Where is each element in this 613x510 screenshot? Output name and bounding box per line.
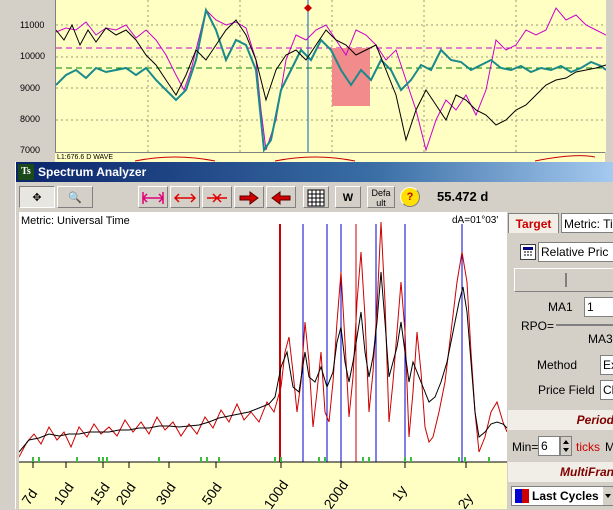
pattern-button[interactable] — [303, 186, 329, 208]
multiframe-header-label: MultiFran — [560, 465, 613, 479]
method-select[interactable]: Ex — [600, 355, 613, 375]
compress-button[interactable] — [202, 186, 232, 208]
min-value: 6 — [541, 439, 548, 453]
tab-target[interactable]: Target — [508, 213, 559, 233]
x-axis-band — [19, 462, 507, 509]
tab-metric-label: Metric: Ti — [564, 217, 613, 231]
y-axis-label: 8000 — [20, 114, 41, 124]
help-button[interactable]: ? — [400, 187, 420, 207]
segment-divider — [565, 273, 567, 287]
ticks-suffix: M — [605, 440, 613, 454]
arrow-right-icon — [239, 191, 259, 205]
window-titlebar[interactable]: Ts Spectrum Analyzer — [16, 162, 613, 182]
price-field-select[interactable]: Cl — [600, 380, 613, 400]
chart-grid — [56, 0, 606, 152]
app-logo-icon: Ts — [18, 164, 34, 180]
ma1-value: 1 — [587, 300, 594, 314]
green-tick-marks — [32, 457, 490, 462]
rpo-slider[interactable] — [556, 324, 613, 326]
series-black — [55, 19, 607, 142]
default-label: Defa ult — [371, 188, 391, 208]
ticks-label: ticks — [576, 440, 600, 454]
price-field-label: Price Field — [538, 383, 595, 397]
relative-price-value: Relative Pric — [541, 245, 609, 259]
scroll-left-button[interactable] — [266, 186, 296, 208]
method-value: Ex — [603, 358, 613, 372]
crosshair-icon: ✥ — [32, 192, 42, 204]
indicator-wave — [134, 155, 595, 162]
spinner-arrows-icon — [563, 440, 569, 452]
price-chart-svg — [55, 0, 607, 153]
spectrum-analyzer-window: Ts Spectrum Analyzer ✥ 🔍 W Defa ult ? 55… — [15, 162, 613, 509]
arrows-inward-icon — [207, 193, 227, 203]
method-label: Method — [537, 358, 578, 372]
indicator-strip: L1:676.6 D WAVE — [55, 152, 605, 163]
segment-toggle[interactable] — [514, 268, 613, 292]
toolbar: ✥ 🔍 W Defa ult ? 55.472 d — [16, 182, 613, 212]
metric-label: Metric: Universal Time — [21, 215, 130, 227]
price-chart-plot[interactable] — [55, 0, 607, 153]
price-chart-panel: 11000 10000 9000 8000 7000 L1:676.6 D WA… — [0, 0, 613, 163]
multiframe-header: MultiFran — [508, 462, 613, 482]
tab-metric[interactable]: Metric: Ti — [561, 213, 613, 233]
grid-pattern-icon — [307, 189, 325, 207]
expand-range-button[interactable] — [138, 186, 168, 208]
relative-price-select[interactable]: Relative Pric — [538, 242, 613, 262]
y-axis-label: 9000 — [20, 83, 41, 93]
x-axis-ticks — [32, 462, 467, 468]
indicator-label: L1:676.6 D WAVE — [57, 154, 114, 161]
y-axis-label: 7000 — [20, 145, 41, 155]
magnifier-icon: 🔍 — [68, 192, 82, 204]
arrow-bar-expand-icon — [141, 192, 165, 204]
select-tool-button[interactable]: ✥ — [19, 186, 55, 208]
spectrum-curve-black — [19, 271, 507, 453]
series-teal — [55, 6, 607, 153]
spectrum-plot[interactable]: 7d 10d 15d 20d 30d 50d 100d 200d 1y 2y M… — [19, 212, 507, 509]
angle-readout: dA=01°03' — [452, 215, 499, 226]
period-header: Period — [508, 410, 613, 430]
y-axis-label: 11000 — [20, 20, 45, 30]
double-arrow-icon — [173, 193, 197, 203]
arrow-left-icon — [271, 191, 291, 205]
zoom-button[interactable]: 🔍 — [57, 186, 93, 208]
rpo-label: RPO= — [521, 319, 555, 333]
x-tick-label: 7d — [19, 486, 40, 508]
series-magenta — [55, 7, 607, 152]
ma3-label: MA3 — [588, 332, 613, 346]
min-spinner[interactable] — [560, 436, 572, 456]
spectrum-svg: 7d 10d 15d 20d 30d 50d 100d 200d 1y 2y — [19, 221, 507, 509]
ma1-label: MA1 — [548, 300, 573, 314]
spectrum-curve-red — [19, 221, 507, 458]
cursor-marker-icon[interactable] — [304, 4, 312, 12]
y-axis-label: 10000 — [20, 51, 46, 61]
highlight-region — [332, 48, 370, 106]
w-label: W — [342, 192, 354, 204]
period-header-label: Period — [576, 413, 613, 427]
default-button[interactable]: Defa ult — [367, 186, 395, 208]
last-cycles-label: Last Cycles — [532, 489, 599, 503]
help-icon: ? — [406, 191, 414, 203]
chevron-down-icon[interactable] — [603, 487, 613, 505]
w-button[interactable]: W — [335, 186, 361, 208]
ma1-input[interactable]: 1 — [584, 297, 613, 317]
min-label: Min= — [512, 440, 539, 454]
window-title: Spectrum Analyzer — [38, 165, 147, 179]
min-input[interactable]: 6 — [538, 436, 560, 456]
last-cycles-select[interactable]: Last Cycles — [511, 486, 613, 506]
price-field-value: Cl — [603, 383, 613, 397]
stretch-button[interactable] — [170, 186, 200, 208]
settings-panel: Target Metric: Ti Relative Pric MA1 1 RP… — [508, 212, 613, 509]
calculator-icon[interactable] — [520, 244, 536, 260]
color-palette-icon — [515, 489, 529, 503]
scroll-right-button[interactable] — [234, 186, 264, 208]
tab-target-label: Target — [515, 217, 552, 231]
period-readout: 55.472 d — [437, 189, 489, 204]
